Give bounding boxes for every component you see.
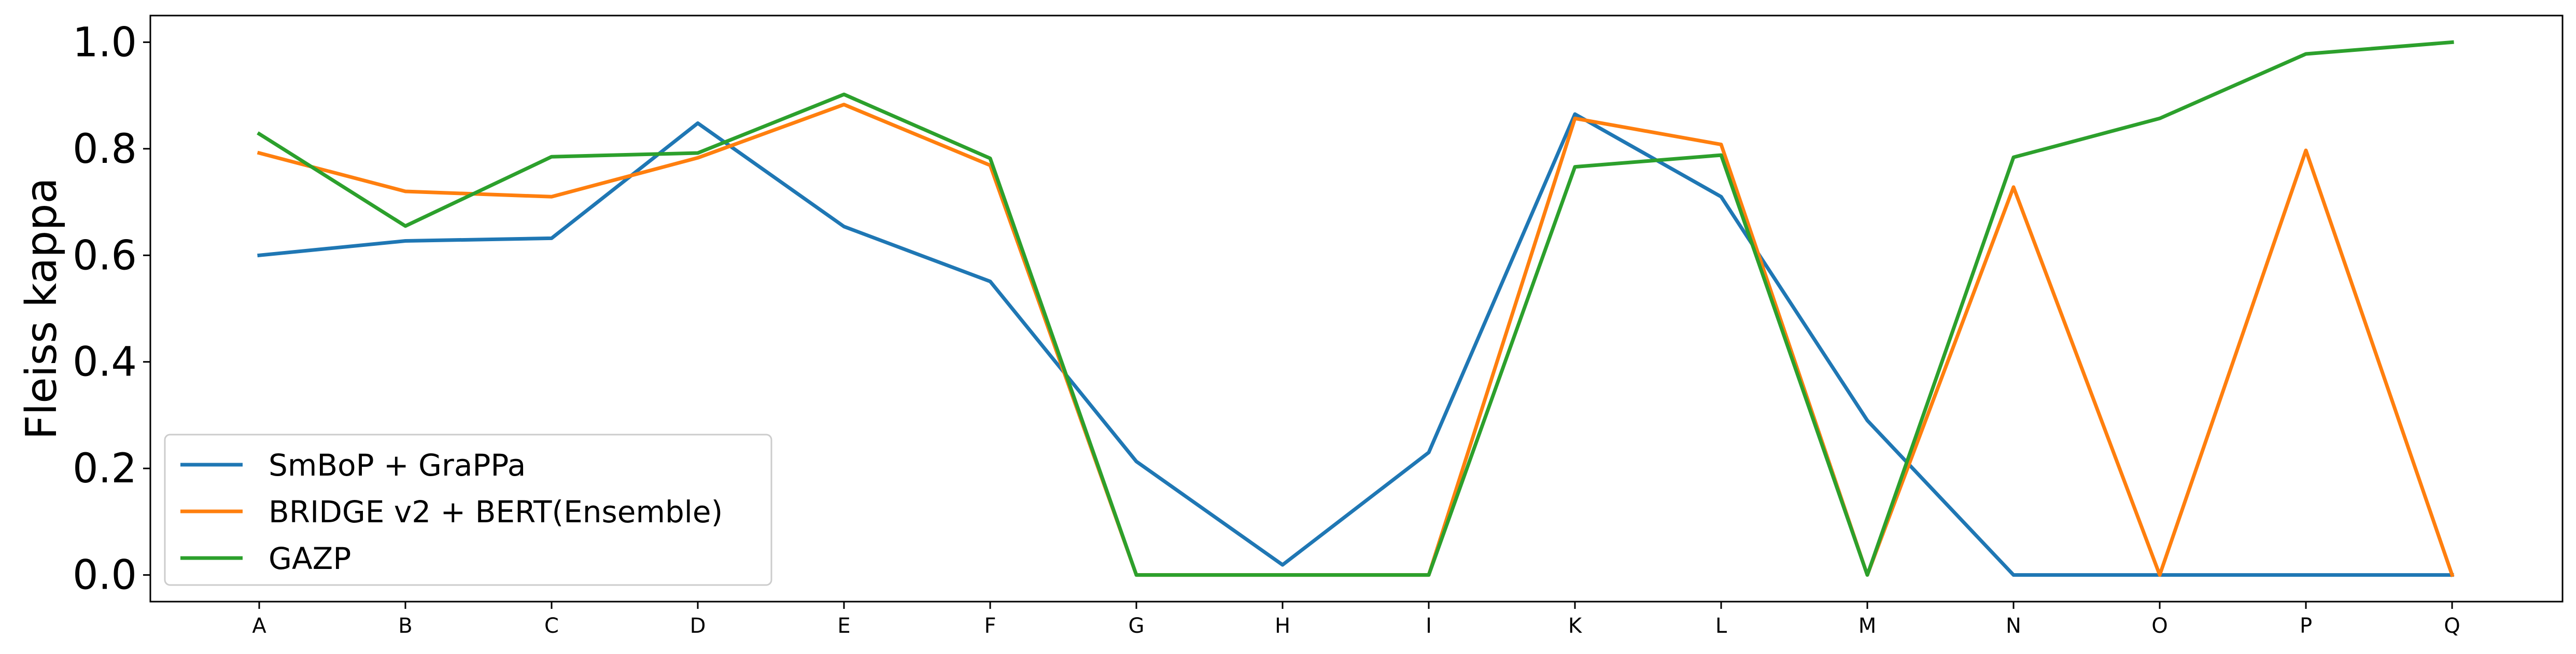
x-tick-label: Q (2444, 614, 2460, 638)
x-tick-label: M (1859, 614, 1877, 638)
x-tick-label: B (398, 614, 412, 638)
y-axis-title: Fleiss kappa (17, 177, 66, 439)
y-tick-label: 0.6 (73, 232, 137, 279)
legend-item: SmBoP + GraPPa (180, 448, 526, 483)
plot-frame (149, 15, 2564, 603)
series-layer (257, 40, 2455, 578)
series-1 (257, 112, 2454, 577)
series-3 (257, 40, 2454, 577)
x-tick-label: A (252, 614, 266, 638)
series-line (257, 112, 2454, 577)
x-tick-label: I (1426, 614, 1432, 638)
x-tick-label: K (1568, 614, 1583, 638)
x-tick-label: E (837, 614, 850, 638)
legend-label: BRIDGE v2 + BERT(Ensemble) (269, 494, 723, 530)
legend-item: BRIDGE v2 + BERT(Ensemble) (180, 494, 723, 530)
x-tick-label: G (1129, 614, 1145, 638)
y-tick-label: 0.8 (73, 126, 137, 173)
y-tick-label: 0.2 (73, 446, 137, 492)
series-line (257, 40, 2454, 577)
y-axis: 0.0 0.2 0.4 0.6 0.8 1.0 (73, 19, 150, 599)
y-tick-label: 0.0 (73, 552, 137, 599)
legend-label: GAZP (269, 541, 351, 576)
x-tick-label: H (1275, 614, 1290, 638)
x-tick-label: C (544, 614, 559, 638)
legend: SmBoP + GraPPa BRIDGE v2 + BERT(Ensemble)… (164, 434, 772, 586)
y-tick-label: 0.4 (73, 339, 137, 386)
legend-items: SmBoP + GraPPa BRIDGE v2 + BERT(Ensemble)… (180, 448, 723, 576)
x-tick-label: O (2151, 614, 2167, 638)
legend-label: SmBoP + GraPPa (269, 448, 526, 483)
x-tick-label: F (984, 614, 996, 638)
legend-item: GAZP (180, 541, 351, 576)
x-tick-label: L (1715, 614, 1727, 638)
x-tick-label: D (690, 614, 706, 638)
legend-box (164, 434, 772, 586)
x-tick-label: P (2300, 614, 2312, 638)
x-tick-label: N (2006, 614, 2021, 638)
y-tick-label: 1.0 (73, 19, 137, 66)
